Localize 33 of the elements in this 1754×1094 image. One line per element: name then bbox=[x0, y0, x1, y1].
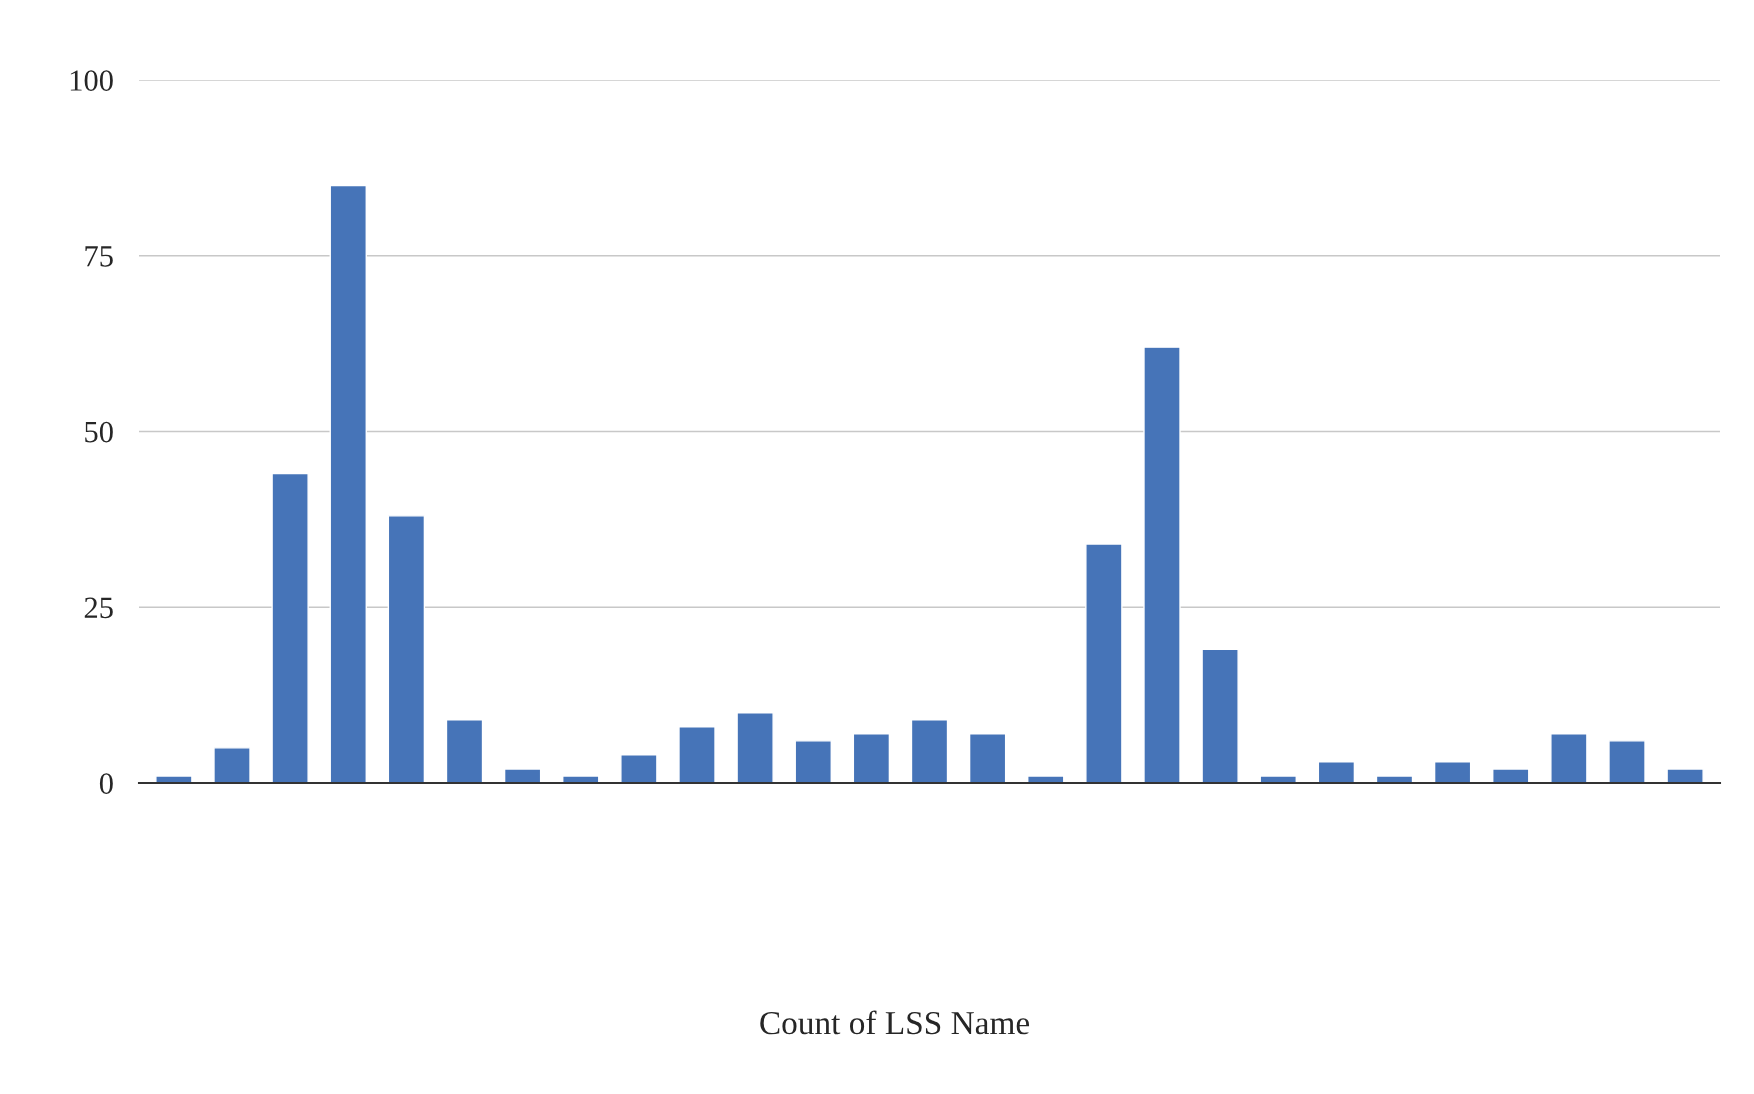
y-tick-label: 50 bbox=[85, 421, 113, 443]
bar bbox=[1317, 761, 1356, 783]
bar bbox=[1550, 733, 1588, 783]
bar bbox=[968, 733, 1007, 783]
bar bbox=[445, 719, 484, 783]
bar bbox=[1085, 543, 1123, 783]
bar bbox=[1027, 775, 1065, 783]
bar bbox=[910, 719, 949, 783]
bar bbox=[1433, 761, 1472, 783]
bar bbox=[155, 775, 193, 783]
bar bbox=[1666, 768, 1704, 783]
bar bbox=[620, 754, 658, 783]
bar bbox=[794, 740, 832, 783]
bar bbox=[852, 733, 891, 783]
bar bbox=[1143, 346, 1181, 783]
bar bbox=[213, 747, 251, 783]
bar bbox=[271, 472, 309, 783]
y-tick-label: 100 bbox=[70, 70, 113, 91]
bar bbox=[678, 726, 716, 783]
bar bbox=[1259, 775, 1297, 783]
bar bbox=[562, 775, 600, 783]
bar bbox=[1375, 775, 1414, 783]
y-tick-label: 75 bbox=[85, 246, 113, 267]
bar bbox=[329, 184, 367, 783]
bar bbox=[1201, 648, 1239, 783]
y-tick-label: 0 bbox=[99, 773, 113, 794]
bar bbox=[1608, 740, 1646, 783]
bar bbox=[503, 768, 542, 783]
y-tick-label: 25 bbox=[84, 597, 113, 619]
text: Count of LSS Name bbox=[760, 1010, 1030, 1035]
bar bbox=[1492, 768, 1530, 783]
bar bbox=[387, 515, 426, 783]
bar bbox=[736, 712, 774, 783]
